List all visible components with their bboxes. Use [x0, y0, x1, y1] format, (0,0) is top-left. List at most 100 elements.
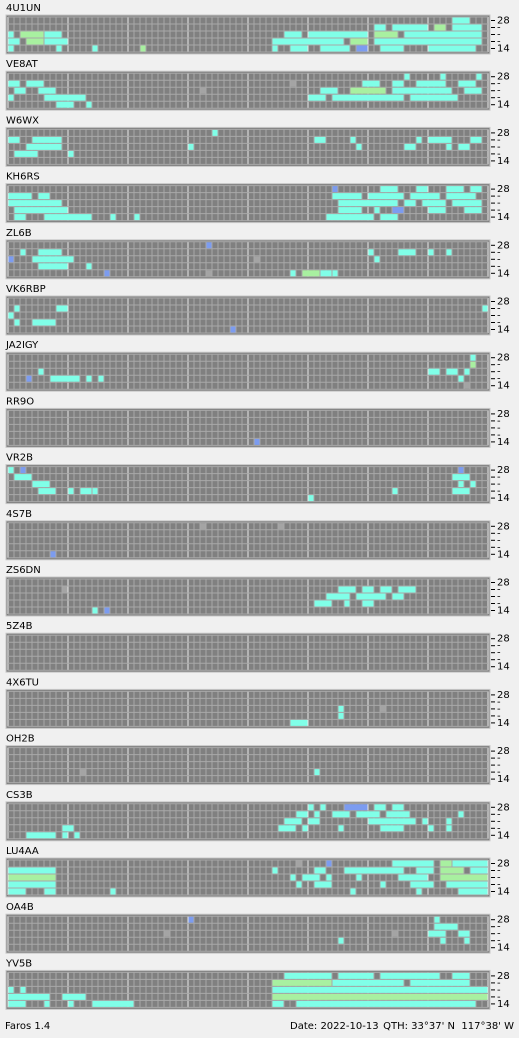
signal-cell [188, 143, 194, 150]
signal-cell [470, 481, 476, 488]
signal-cell [314, 136, 326, 143]
date: Date: 2022-10-13 [290, 1021, 379, 1032]
station-label: VR2B [6, 453, 33, 464]
signal-cell [164, 930, 170, 937]
signal-cell [338, 207, 362, 214]
signal-cell [338, 705, 344, 712]
signal-cell [140, 45, 146, 52]
signal-cell [386, 811, 410, 818]
signal-cell [44, 94, 86, 101]
signal-cell [62, 825, 74, 832]
axis-label: - [497, 205, 501, 216]
axis-label: - [497, 880, 501, 891]
signal-cell [338, 937, 344, 944]
axis-label: - [497, 86, 501, 97]
axis-label: - [497, 936, 501, 947]
signal-cell [452, 200, 482, 207]
signal-cell [8, 874, 56, 881]
signal-cell [8, 38, 20, 45]
signal-cell [392, 930, 398, 937]
axis-label: 28 [497, 859, 510, 870]
axis-label: 14 [497, 212, 510, 223]
axis-label: 28 [497, 72, 510, 83]
signal-cell [8, 80, 20, 87]
signal-cell [458, 80, 476, 87]
signal-cell [254, 438, 260, 445]
signal-cell [110, 888, 116, 895]
signal-cell [446, 368, 458, 375]
signal-cell [86, 375, 92, 382]
signal-cell [38, 488, 56, 495]
axis-label: 14 [497, 549, 510, 560]
station-label: OH2B [6, 734, 35, 745]
signal-cell [410, 193, 440, 200]
axis-label: - [497, 760, 501, 771]
axis-label: - [497, 149, 501, 160]
signal-cell [398, 874, 428, 881]
signal-cell [380, 586, 392, 593]
signal-cell [446, 249, 452, 256]
axis-label: - [497, 360, 501, 371]
axis-label: - [497, 535, 501, 546]
signal-cell [290, 80, 296, 87]
signal-cell [332, 193, 362, 200]
signal-cell [440, 860, 452, 867]
signal-cell [272, 993, 488, 1000]
axis-label: - [497, 374, 501, 385]
signal-cell [296, 1000, 476, 1007]
station-label: W6WX [6, 115, 39, 126]
signal-cell [470, 136, 482, 143]
station-label: JA2IGY [5, 340, 39, 351]
axis-label: 14 [497, 830, 510, 841]
signal-cell [428, 207, 446, 214]
signal-cell [62, 586, 68, 593]
signal-cell [284, 31, 302, 38]
signal-cell [68, 488, 74, 495]
signal-cell [86, 263, 92, 270]
signal-cell [482, 305, 488, 312]
axis-label: - [497, 79, 501, 90]
axis-label: - [497, 992, 501, 1003]
signal-cell [14, 319, 20, 326]
signal-cell [56, 101, 74, 108]
signal-cell [296, 811, 308, 818]
axis-label: - [497, 599, 501, 610]
signal-cell [356, 874, 362, 881]
signal-cell [464, 937, 470, 944]
signal-cell [326, 874, 332, 881]
signal-cell [38, 87, 56, 94]
signal-cell [410, 881, 434, 888]
signal-cell [428, 368, 440, 375]
axis-label: 14 [497, 437, 510, 448]
signal-cell [452, 972, 470, 979]
axis-label: - [497, 592, 501, 603]
signal-cell [440, 73, 446, 80]
signal-cell [8, 136, 20, 143]
signal-cell [56, 45, 62, 52]
signal-cell [290, 874, 296, 881]
signal-cell [398, 586, 416, 593]
station-label: 5Z4B [6, 621, 33, 632]
axis-label: - [497, 767, 501, 778]
signal-cell [290, 45, 308, 52]
signal-cell [458, 888, 488, 895]
axis-label: 14 [497, 606, 510, 617]
signal-cell [284, 818, 302, 825]
signal-cell [272, 867, 278, 874]
signal-cell [44, 888, 56, 895]
signal-cell [452, 17, 470, 24]
signal-cell [416, 186, 428, 193]
signal-cell [68, 150, 74, 157]
signal-cell [98, 375, 104, 382]
signal-cell [44, 31, 62, 38]
axis-label: - [497, 142, 501, 153]
axis-label: - [497, 528, 501, 539]
signal-cell [380, 45, 404, 52]
axis-label: - [497, 542, 501, 553]
signal-cell [434, 916, 440, 923]
signal-cell [452, 474, 470, 481]
signal-cell [14, 214, 26, 221]
signal-cell [20, 467, 26, 474]
axis-label: 14 [497, 943, 510, 954]
signal-cell [380, 214, 398, 221]
